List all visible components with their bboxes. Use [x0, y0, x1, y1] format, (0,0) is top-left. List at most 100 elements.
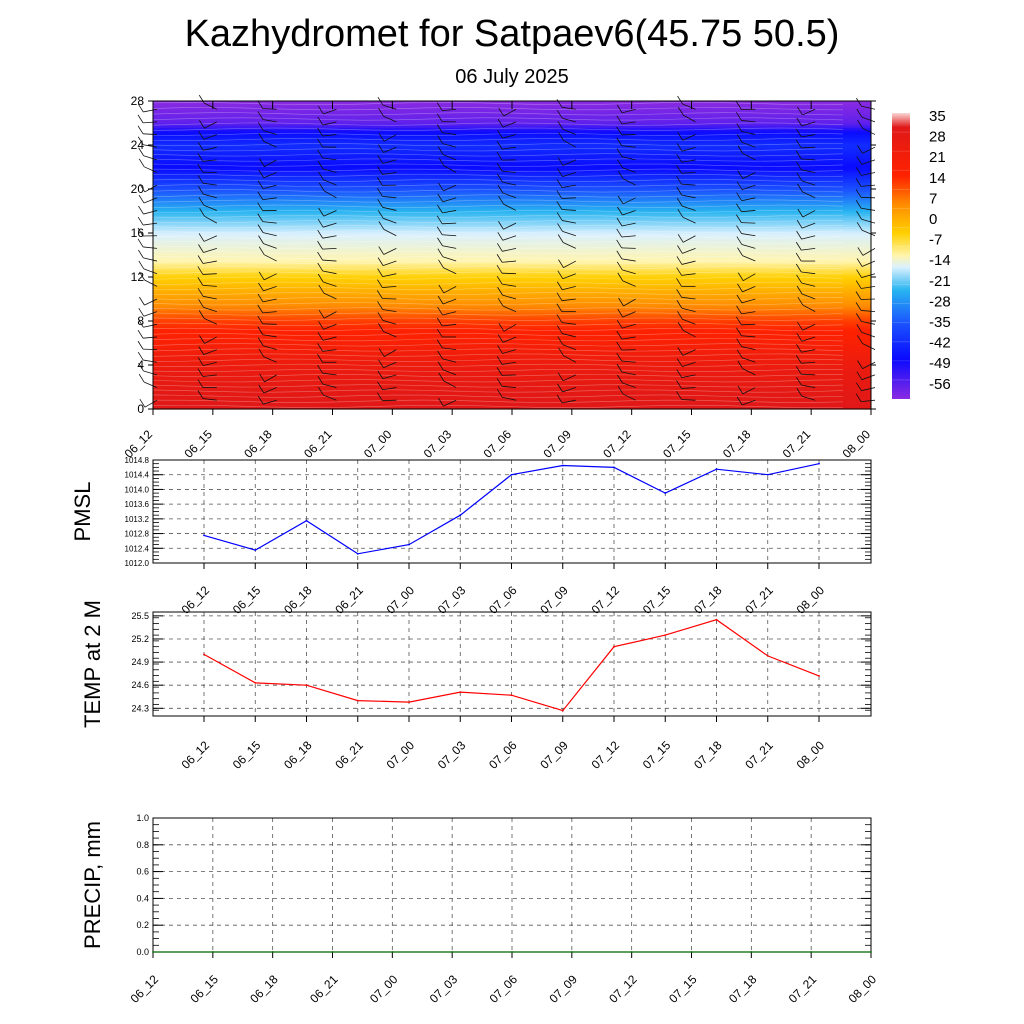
isotherm-line: [152, 404, 844, 408]
x-tick-label: 07_03: [435, 738, 469, 772]
wind-barb: [861, 207, 876, 211]
wind-barb: [144, 298, 158, 306]
wind-barb: [621, 145, 636, 148]
wind-barb: [502, 192, 517, 199]
wind-barb-flag: [317, 160, 324, 170]
wind-barb-flag: [676, 154, 683, 163]
wind-barb: [561, 209, 576, 211]
wind-barb-flag: [556, 190, 563, 199]
wind-barb: [203, 349, 217, 355]
wind-barb-flag: [855, 302, 862, 311]
wind-barb: [742, 255, 756, 262]
wind-barb-flag: [676, 165, 682, 174]
x-tick-label: 07_12: [600, 427, 634, 461]
temperature-band: [153, 257, 871, 260]
wind-barb-flag: [197, 266, 204, 275]
series-point: [664, 634, 667, 637]
x-tick-label: 06_15: [187, 972, 221, 1006]
wind-barb-flag: [795, 241, 802, 251]
wind-barb-flag: [317, 343, 323, 352]
isotherm-line: [152, 240, 844, 244]
minor-ticks: [153, 611, 871, 717]
series-point: [766, 473, 769, 476]
x-tick-label: 07_06: [487, 972, 521, 1006]
wind-barb: [262, 311, 277, 314]
wind-barb-flag: [736, 192, 742, 201]
colorbar-label: -28: [929, 293, 951, 310]
y-axis-title: TEMP at 2 M: [80, 600, 105, 728]
temperature-band: [153, 191, 871, 194]
temperature-band: [153, 327, 871, 331]
wind-barb: [203, 146, 217, 151]
wind-barb: [741, 184, 756, 191]
isotherm-line: [152, 204, 844, 208]
wind-barb-flag: [617, 385, 624, 395]
wind-barb-flag: [378, 133, 385, 142]
wind-barb: [383, 217, 397, 224]
wind-barb-flag: [676, 175, 682, 185]
wind-barb-flag: [857, 145, 863, 154]
wind-barb-flag: [318, 182, 325, 192]
series-point: [511, 951, 513, 953]
series-point: [203, 534, 205, 537]
temperature-band: [153, 371, 871, 375]
isotherm-line: [152, 266, 844, 270]
wind-barb: [442, 358, 457, 363]
x-tick-label: 07_15: [660, 427, 694, 461]
wind-barb-flag: [856, 97, 862, 107]
wind-barb-flag: [556, 292, 563, 301]
wind-barb-flag: [137, 351, 144, 361]
wind-barb-flag: [438, 157, 445, 166]
temperature-band: [153, 127, 871, 131]
wind-barb-flag: [198, 299, 204, 308]
wind-barb-flag: [378, 323, 384, 332]
wind-barb: [502, 361, 517, 365]
wind-barb: [502, 121, 517, 128]
isotherm-line: [152, 225, 844, 229]
wind-barb-flag: [377, 210, 384, 219]
colorbar-label: 0: [929, 211, 937, 228]
isotherm-line: [152, 322, 844, 326]
wind-barb-flag: [676, 143, 683, 152]
colorbar-label: -49: [929, 355, 951, 372]
wind-barb: [443, 267, 457, 275]
y-tick-label: 1012.4: [125, 544, 150, 553]
wind-barb-flag: [677, 234, 684, 243]
wind-barb-flag: [317, 375, 324, 385]
isotherm-line: [152, 122, 844, 126]
wind-barb-flag: [496, 378, 503, 387]
wind-barb: [322, 383, 337, 388]
wind-barb: [503, 222, 517, 230]
wind-barb-flag: [556, 314, 563, 323]
wind-barb-flag: [736, 203, 742, 212]
series-point: [664, 492, 667, 495]
wind-barb: [861, 159, 876, 165]
wind-barb-flag: [438, 259, 444, 268]
wind-barb-flag: [137, 103, 144, 113]
series-point: [408, 701, 410, 704]
temperature-band: [153, 140, 871, 144]
wind-barb-flag: [137, 329, 144, 339]
wind-barb-flag: [856, 382, 862, 391]
wind-barb: [322, 336, 337, 341]
wind-barb: [322, 372, 337, 376]
wind-barb-flag: [677, 106, 684, 116]
wind-barb: [681, 172, 696, 174]
wind-barb-flag: [855, 167, 862, 176]
series-point: [271, 951, 274, 953]
y-tick-label: 0.4: [136, 893, 149, 903]
wind-barb-flag: [137, 318, 144, 328]
wind-barb: [743, 273, 756, 282]
temperature-band: [153, 241, 871, 245]
x-tick-label: 06_21: [301, 427, 335, 461]
plot-frame: [152, 611, 872, 717]
isotherm-line: [152, 384, 844, 388]
temperature-band: [153, 274, 871, 278]
wind-barb-flag: [137, 216, 144, 226]
y-tick-label: 1014.0: [125, 485, 150, 494]
temperature-band: [153, 305, 871, 309]
wind-barb-flag: [556, 201, 563, 210]
isotherm-line: [152, 132, 844, 136]
wind-barb-flag: [737, 247, 743, 256]
wind-barb: [383, 146, 397, 153]
